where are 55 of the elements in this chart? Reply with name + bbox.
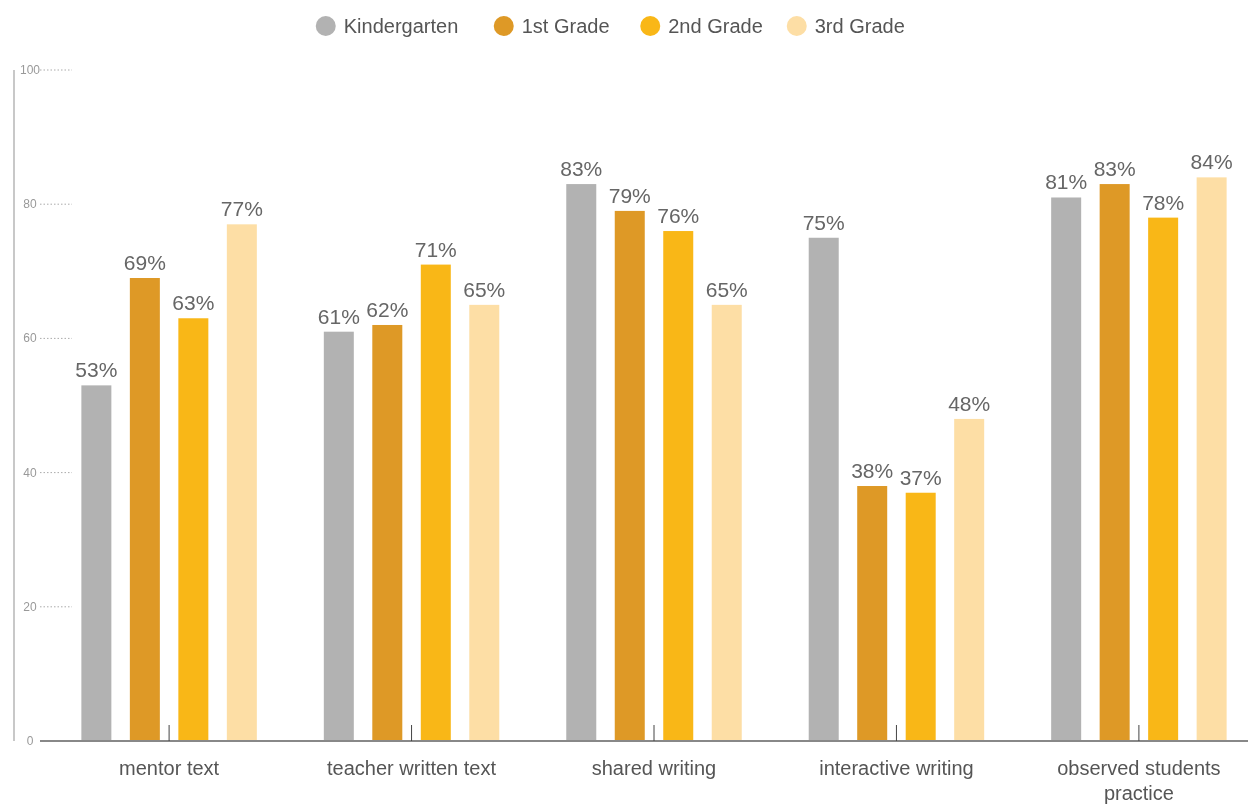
bar <box>1196 177 1227 741</box>
data-label: 79% <box>608 183 651 207</box>
y-tick-label: 0 <box>26 734 34 748</box>
bar <box>81 385 112 741</box>
bar <box>129 278 160 741</box>
data-label: 75% <box>802 210 845 234</box>
data-label: 83% <box>560 157 603 181</box>
data-label: 78% <box>1142 190 1185 214</box>
x-tick-label: teacher written text <box>327 757 497 779</box>
y-tick-label: 60 <box>23 331 37 346</box>
y-tick-label: 40 <box>23 465 37 480</box>
data-label: 71% <box>414 237 457 261</box>
bar <box>614 210 645 741</box>
bar <box>1051 197 1082 741</box>
y-tick-label: 100 <box>19 63 41 77</box>
bar <box>226 224 257 741</box>
bar <box>178 318 209 741</box>
data-label: 83% <box>1093 157 1136 181</box>
x-tick-label: shared writing <box>591 757 717 779</box>
legend-label: 1st Grade <box>521 15 610 37</box>
data-label: 81% <box>1045 170 1088 194</box>
x-tick-label: interactive writing <box>819 757 974 779</box>
data-label: 76% <box>657 204 700 228</box>
data-label: 77% <box>220 197 263 221</box>
data-label: 63% <box>172 291 215 315</box>
legend-label: 3rd Grade <box>814 15 905 37</box>
bar <box>323 331 354 741</box>
bar <box>663 231 694 741</box>
bar <box>1099 184 1130 741</box>
data-label: 62% <box>366 297 409 321</box>
bar <box>905 492 936 741</box>
bar <box>469 304 500 741</box>
bar <box>566 184 597 741</box>
legend-label: Kindergarten <box>343 15 459 37</box>
data-label: 48% <box>948 391 991 415</box>
data-label: 53% <box>75 358 118 382</box>
data-label: 69% <box>123 251 166 275</box>
data-label: 38% <box>851 459 894 483</box>
y-tick-label: 80 <box>23 197 37 212</box>
bar <box>420 264 451 741</box>
bar <box>857 486 888 741</box>
data-label: 65% <box>705 277 748 301</box>
x-tick-label: observed students practice <box>1057 757 1221 804</box>
data-label: 65% <box>463 277 506 301</box>
bar <box>1148 217 1179 741</box>
bar <box>808 237 839 741</box>
legend-label: 2nd Grade <box>668 15 763 37</box>
data-label: 84% <box>1190 150 1233 174</box>
y-tick-label: 20 <box>23 599 37 614</box>
bar <box>954 418 985 741</box>
x-tick-label: mentor text <box>119 757 220 779</box>
bar <box>372 324 403 741</box>
bar <box>711 304 742 741</box>
data-label: 37% <box>899 465 942 489</box>
data-label: 61% <box>317 304 360 328</box>
